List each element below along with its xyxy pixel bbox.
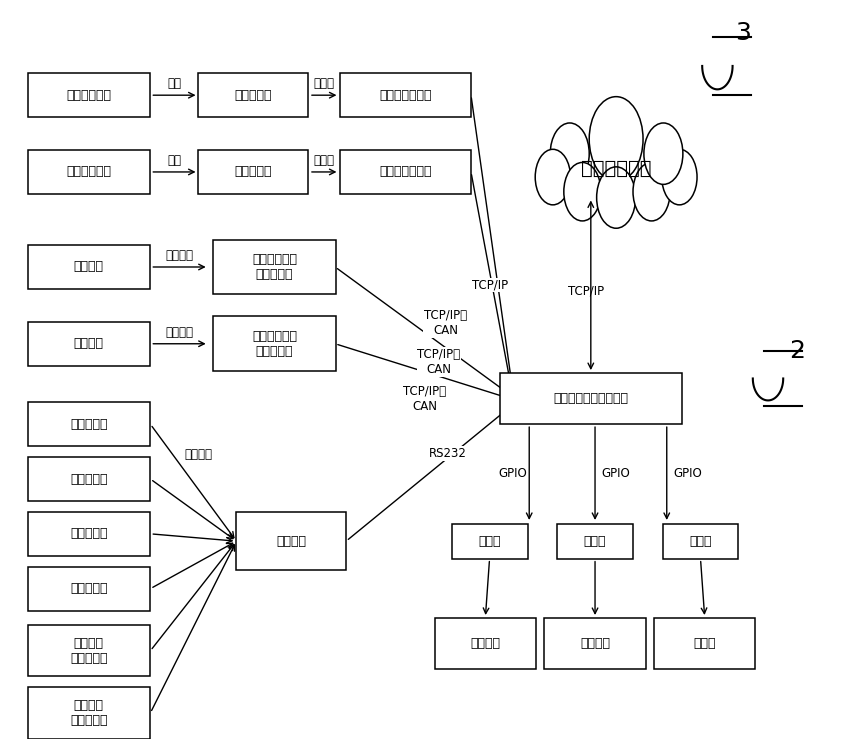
Text: 消防喷淋管路: 消防喷淋管路 [66,89,111,101]
Text: 消防电源监测
物联网节点: 消防电源监测 物联网节点 [252,330,297,358]
Text: 消防物联网节点: 消防物联网节点 [379,166,431,178]
Text: TCP/IP、
CAN: TCP/IP、 CAN [418,348,461,376]
Bar [435,618,536,669]
Bar [28,687,150,739]
Bar [214,239,336,295]
Bar [28,73,150,117]
Text: 消防电源监测
物联网节点: 消防电源监测 物联网节点 [252,253,297,281]
Text: GPIO: GPIO [602,468,630,480]
Bar [340,73,471,117]
Ellipse shape [644,123,683,184]
Text: 感温报警器: 感温报警器 [70,582,108,595]
Text: 消防阀: 消防阀 [693,637,716,650]
Bar [214,316,336,372]
Text: 继电器: 继电器 [584,535,606,548]
Bar [544,618,646,669]
Text: 手报警按钮: 手报警按钮 [70,418,108,430]
Ellipse shape [662,149,697,205]
Text: 模拟量: 模拟量 [313,154,335,167]
Bar [198,150,308,194]
Text: GPIO: GPIO [673,468,703,480]
Ellipse shape [550,123,589,184]
Text: 水压: 水压 [168,154,182,167]
Text: 消防雨淋管路: 消防雨淋管路 [66,166,111,178]
Text: 继电器: 继电器 [479,535,501,548]
Text: 2: 2 [790,339,806,363]
Text: 3: 3 [734,21,751,45]
Ellipse shape [597,167,635,228]
Text: 消防主机: 消防主机 [276,535,307,548]
Bar [237,512,346,571]
Text: 消防数据中心: 消防数据中心 [581,159,652,178]
Bar [198,73,308,117]
Text: 消防水泵: 消防水泵 [580,637,610,650]
Text: TCP/IP、
CAN: TCP/IP、 CAN [403,385,446,413]
Bar [662,524,739,559]
Bar [500,373,682,424]
Text: 声光报警器: 声光报警器 [70,472,108,486]
Ellipse shape [564,163,601,221]
Text: 消防物联网节点: 消防物联网节点 [379,89,431,101]
Bar [28,150,150,194]
Text: 消防风机: 消防风机 [470,637,500,650]
Ellipse shape [633,163,670,221]
Ellipse shape [536,149,571,205]
Text: 压力传感器: 压力传感器 [234,89,272,101]
Bar [28,245,150,289]
Text: 压力传感器: 压力传感器 [234,166,272,178]
Bar [28,322,150,366]
Text: 消防水泵: 消防水泵 [74,260,104,274]
Text: TCP/IP: TCP/IP [472,279,508,292]
Bar [28,567,150,610]
Bar [28,625,150,677]
Text: 感烟报警器: 感烟报警器 [70,527,108,540]
Text: GPIO: GPIO [498,468,527,480]
Text: 消防风机: 消防风机 [74,337,104,351]
Text: RS232: RS232 [429,447,467,460]
Ellipse shape [589,97,643,181]
Text: 消防风机
开关量监测: 消防风机 开关量监测 [70,637,108,665]
Text: TCP/IP、
CAN: TCP/IP、 CAN [424,310,468,337]
Bar [28,402,150,446]
Text: 继电器: 继电器 [690,535,712,548]
Text: 消防水泵
开关量监测: 消防水泵 开关量监测 [70,699,108,727]
Text: 三相电压: 三相电压 [165,249,193,262]
Bar [451,524,528,559]
Bar [340,150,471,194]
Text: 水压: 水压 [168,77,182,90]
Text: TCP/IP: TCP/IP [568,285,604,298]
Bar [28,457,150,501]
Bar [28,512,150,556]
Text: 模拟量: 模拟量 [313,77,335,90]
Text: 三相电压: 三相电压 [165,325,193,339]
Bar [557,524,633,559]
Text: 报警信号: 报警信号 [184,448,213,461]
Text: 消防用户信息传输装置: 消防用户信息传输装置 [554,392,629,405]
Bar [654,618,755,669]
